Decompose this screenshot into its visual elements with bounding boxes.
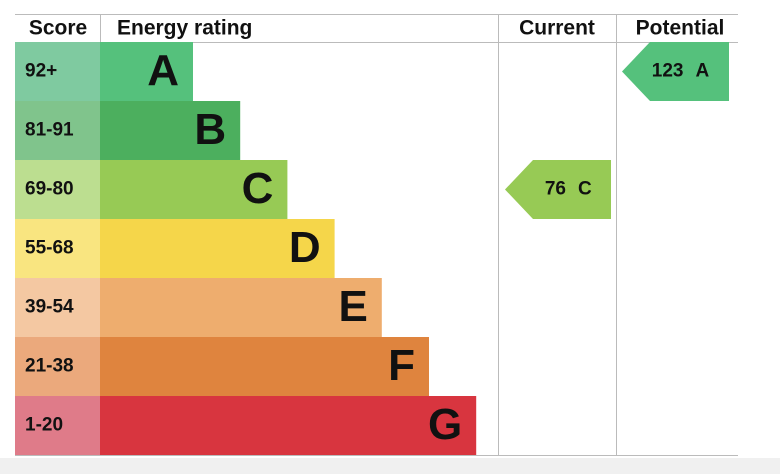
score-cell [15,101,100,160]
current-letter: C [578,179,592,200]
score-cell [15,337,100,396]
score-label: 92+ [25,61,57,82]
current-value: 76 [545,179,566,200]
score-label: 55-68 [25,238,74,259]
rating-bar [100,160,288,219]
score-cell [15,42,100,101]
score-cell [15,219,100,278]
score-label: 21-38 [25,356,74,377]
score-cell [15,278,100,337]
footer-strip [0,458,780,474]
rating-bar [100,219,335,278]
rating-letter: G [428,400,462,449]
rating-letter: E [338,282,367,331]
rating-letter: A [147,46,179,95]
score-label: 1-20 [25,415,63,436]
rating-letter: C [242,164,274,213]
rating-letter: D [289,223,321,272]
rating-bar [100,396,477,455]
score-label: 69-80 [25,179,74,200]
potential-letter: A [696,61,710,82]
header-potential: Potential [636,17,725,40]
potential-value: 123 [652,61,684,82]
current-arrow [505,160,611,219]
score-cell [15,160,100,219]
score-label: 39-54 [25,297,74,318]
rating-bar [100,278,382,337]
header-current: Current [519,17,595,40]
score-label: 81-91 [25,120,74,141]
rating-bar [100,42,193,101]
rating-letter: F [388,341,415,390]
score-cell [15,396,100,455]
potential-arrow [622,42,729,101]
rating-letter: B [194,105,226,154]
rating-bar [100,101,241,160]
header-rating: Energy rating [117,17,252,40]
header-score: Score [29,17,87,40]
rating-bar [100,337,429,396]
